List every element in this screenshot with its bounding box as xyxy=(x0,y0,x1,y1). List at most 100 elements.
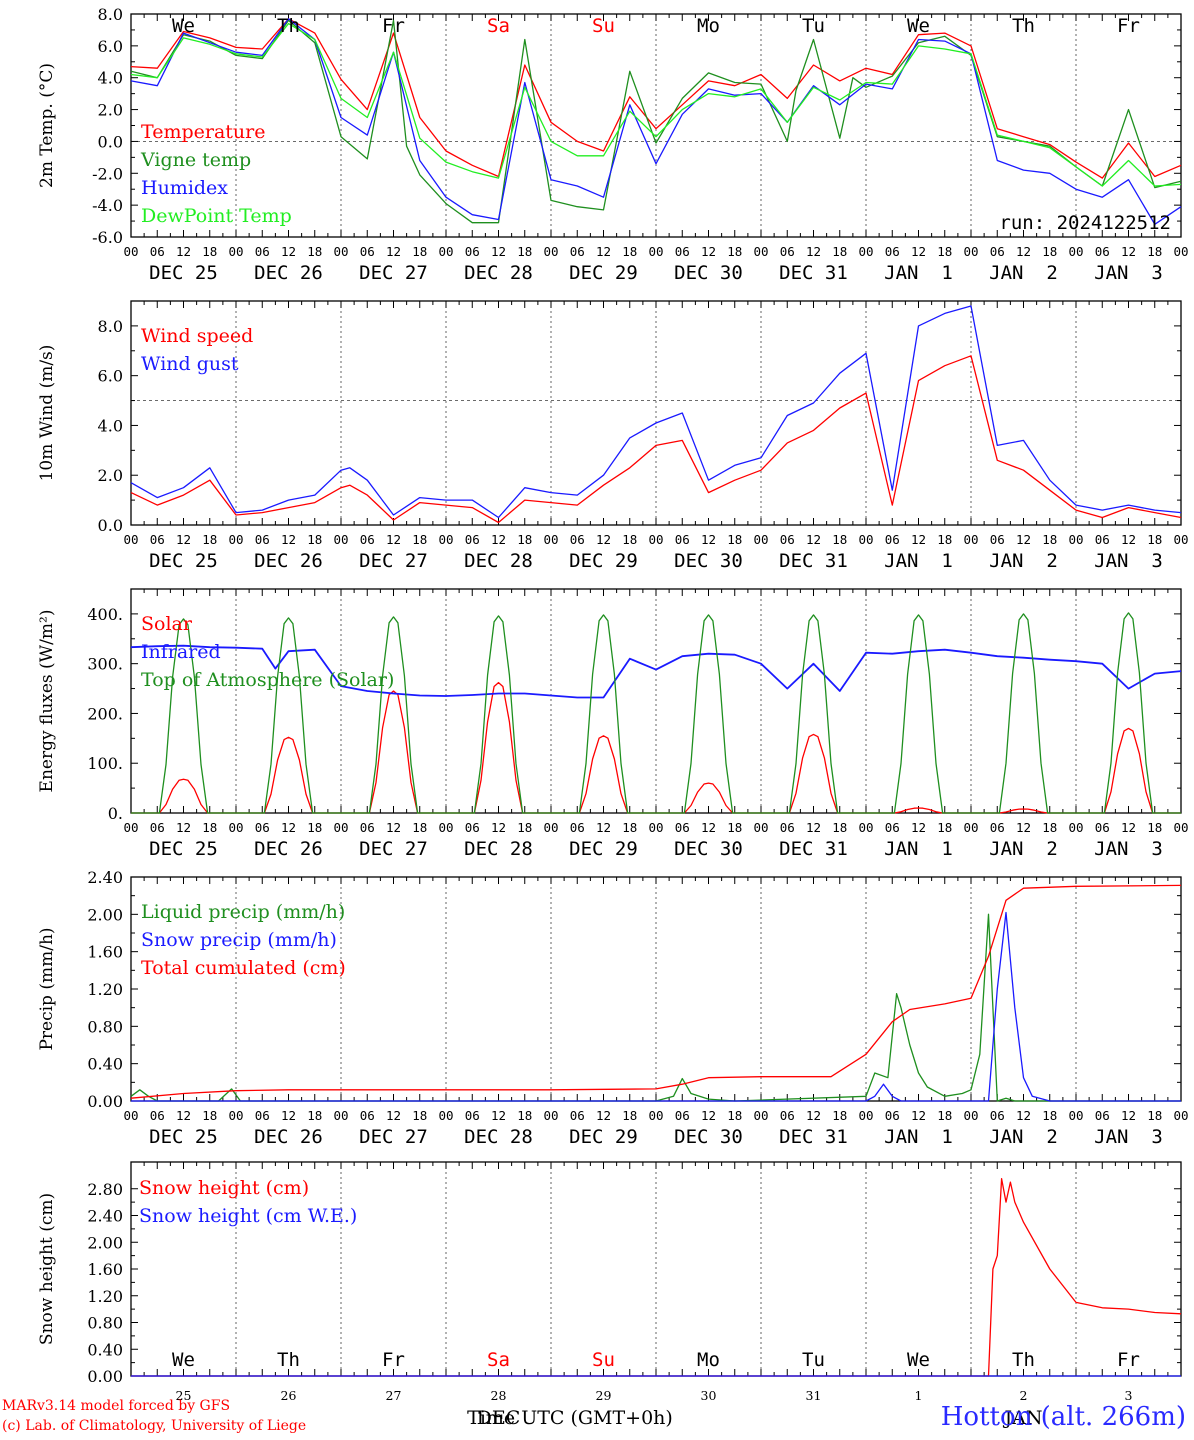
hour-tick-label: 06 xyxy=(780,244,795,259)
series-line-wind-gust xyxy=(130,305,1182,519)
hour-tick-label: 12 xyxy=(491,244,506,259)
hour-tick-label: 06 xyxy=(885,820,900,835)
hour-tick-label: 18 xyxy=(412,1108,427,1123)
date-label: DEC 26 xyxy=(254,838,323,860)
hour-tick-label: 00 xyxy=(1068,532,1083,547)
hour-tick-label: 18 xyxy=(937,820,952,835)
y-tick-label: 6.0 xyxy=(98,367,123,386)
weekday-label: Fr xyxy=(382,1349,405,1371)
hour-tick-label: 06 xyxy=(990,1108,1005,1123)
y-tick-label: 0.0 xyxy=(98,516,123,535)
hour-tick-label: 12 xyxy=(1016,1108,1031,1123)
y-tick-label: 1.60 xyxy=(87,1260,123,1279)
hour-tick-label: 06 xyxy=(360,1108,375,1123)
hour-tick-label: 18 xyxy=(1042,820,1057,835)
panel-1: 8.0 6.0 4.0 2.0 0.0 -2.0 -4.0 -6.0 2m Temp. (°C)… xyxy=(37,5,1189,284)
hour-tick-label: 12 xyxy=(911,532,926,547)
hour-tick-label: 00 xyxy=(333,820,348,835)
weekday-label: Mo xyxy=(697,15,720,37)
hour-tick-label: 12 xyxy=(491,1108,506,1123)
legend-entry: Liquid precip (mm/h) xyxy=(141,901,345,923)
hour-tick-label: 06 xyxy=(990,532,1005,547)
hour-tick-label: 18 xyxy=(832,532,847,547)
hour-tick-label: 00 xyxy=(228,532,243,547)
y-axis-label: Precip (mm/h) xyxy=(37,927,57,1050)
hour-tick-label: 18 xyxy=(1147,820,1162,835)
date-label: DEC 30 xyxy=(674,838,743,860)
hour-tick-label: 06 xyxy=(570,244,585,259)
hour-tick-label: 00 xyxy=(1173,820,1188,835)
hour-tick-label: 12 xyxy=(176,1108,191,1123)
hour-tick-label: 18 xyxy=(517,820,532,835)
hour-tick-label: 06 xyxy=(465,820,480,835)
hour-tick-label: 12 xyxy=(806,1108,821,1123)
date-label: DEC 25 xyxy=(149,550,218,572)
date-label: JAN 3 xyxy=(1094,1126,1163,1148)
hour-tick-label: 12 xyxy=(596,820,611,835)
hour-tick-label: 06 xyxy=(150,244,165,259)
date-label: DEC 27 xyxy=(359,1126,428,1148)
date-label: DEC 28 xyxy=(464,550,533,572)
hour-tick-label: 12 xyxy=(596,244,611,259)
weekday-label: Th xyxy=(1012,15,1035,37)
weekday-label: We xyxy=(172,15,195,37)
y-axis-label: 2m Temp. (°C) xyxy=(37,63,57,188)
y-tick-label: -6.0 xyxy=(92,228,123,247)
hour-tick-label: 00 xyxy=(858,532,873,547)
y-tick-label: 0.00 xyxy=(87,1367,123,1386)
series-line-snow-precip-mm-h- xyxy=(131,911,1181,1102)
y-tick-label: 0.0 xyxy=(98,132,123,151)
hour-tick-label: 06 xyxy=(675,820,690,835)
panel-4: 2.40 2.00 1.60 1.20 0.80 0.40 0.00 Precip (mm/h… xyxy=(37,868,1189,1148)
hour-tick-label: 12 xyxy=(1121,532,1136,547)
day-number-label: 27 xyxy=(386,1388,402,1403)
legend-entry: Solar xyxy=(141,613,193,635)
hour-tick-label: 12 xyxy=(281,532,296,547)
y-tick-label: 0.40 xyxy=(87,1055,123,1074)
hour-tick-label: 18 xyxy=(307,1108,322,1123)
series-line-liquid-precip-mm-h- xyxy=(130,913,1181,1102)
day-number-label: 2 xyxy=(1020,1388,1028,1403)
series-line-infrared xyxy=(130,644,1182,699)
date-label: DEC 29 xyxy=(569,262,638,284)
hour-tick-label: 00 xyxy=(753,244,768,259)
date-label: DEC 25 xyxy=(149,1126,218,1148)
hour-tick-label: 00 xyxy=(1173,244,1188,259)
hour-tick-label: 06 xyxy=(990,244,1005,259)
hour-tick-label: 12 xyxy=(386,1108,401,1123)
hour-tick-label: 12 xyxy=(491,820,506,835)
y-tick-label: 2.00 xyxy=(87,905,123,924)
hour-tick-label: 06 xyxy=(675,244,690,259)
y-tick-label: 2.80 xyxy=(87,1180,123,1199)
hour-tick-label: 06 xyxy=(255,532,270,547)
hour-tick-label: 18 xyxy=(727,820,742,835)
hour-tick-label: 06 xyxy=(570,1108,585,1123)
day-number-label: 1 xyxy=(915,1388,923,1403)
hour-tick-label: 12 xyxy=(701,532,716,547)
weekday-label: Fr xyxy=(382,15,405,37)
hour-tick-label: 18 xyxy=(622,244,637,259)
weekday-label: Th xyxy=(277,15,300,37)
y-axis-label: Snow height (cm) xyxy=(37,1193,57,1345)
hour-tick-label: 18 xyxy=(1042,532,1057,547)
date-label: DEC 30 xyxy=(674,550,743,572)
legend-entry: Top of Atmosphere (Solar) xyxy=(141,669,394,691)
hour-tick-label: 00 xyxy=(648,244,663,259)
hour-tick-label: 06 xyxy=(465,244,480,259)
hour-tick-label: 00 xyxy=(333,532,348,547)
hour-tick-label: 12 xyxy=(701,1108,716,1123)
hour-tick-label: 18 xyxy=(202,532,217,547)
hour-tick-label: 12 xyxy=(911,244,926,259)
date-label: DEC 29 xyxy=(569,550,638,572)
date-label: JAN 3 xyxy=(1094,262,1163,284)
y-tick-label: 6.0 xyxy=(98,37,123,56)
hour-tick-label: 06 xyxy=(780,1108,795,1123)
y-tick-label: 8.0 xyxy=(98,5,123,24)
hour-tick-label: 12 xyxy=(701,820,716,835)
y-tick-label: 2.00 xyxy=(87,1233,123,1252)
legend-entry: Total cumulated (cm) xyxy=(141,957,346,979)
hour-tick-label: 06 xyxy=(465,1108,480,1123)
hour-tick-label: 00 xyxy=(1173,1108,1188,1123)
legend-entry: Temperature xyxy=(141,121,265,143)
hour-tick-label: 18 xyxy=(1147,244,1162,259)
